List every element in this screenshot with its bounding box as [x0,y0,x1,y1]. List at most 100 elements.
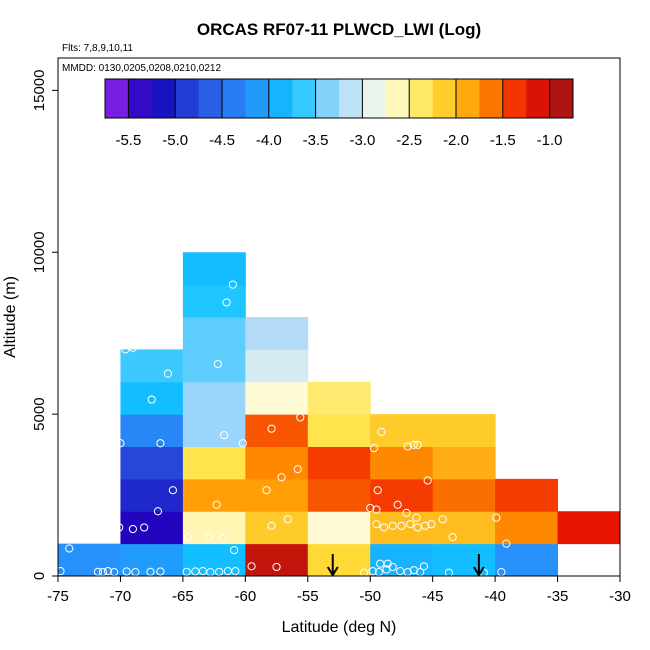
sample-point [373,486,382,495]
sample-point [93,567,103,576]
y-tick-label: 5000 [31,397,48,430]
sample-point [228,280,237,289]
x-tick-label: -60 [234,588,256,605]
sample-point [156,439,165,448]
dates-annotation: MMDD: 0130,0205,0208,0210,0212 [62,63,221,74]
colorbar-swatch [362,79,387,118]
sample-point [222,298,231,307]
heatmap-cell [495,543,559,577]
y-tick-label: 10000 [31,231,48,273]
sample-point [412,513,421,522]
sample-point [205,533,214,542]
heatmap-cell [557,511,621,545]
heatmap-cell [120,414,184,447]
colorbar-swatch [432,79,457,118]
colorbar-swatch [339,79,363,118]
sample-point [247,562,256,571]
sample-point [403,442,412,451]
sample-point [229,546,239,555]
sample-point [368,567,377,576]
colorbar-swatch [456,79,480,118]
sample-point [267,521,276,530]
colorbar-swatch [315,79,340,118]
colorbar-tick-label: -1.0 [537,132,563,149]
colorbar-swatch [292,79,316,118]
colorbar-swatch [198,79,223,118]
sample-point [146,567,155,576]
colorbar-swatch [385,79,410,118]
arrow-down-marker [473,554,485,577]
sample-point [115,523,124,532]
heatmap-cell [182,414,246,447]
x-tick-label: -45 [422,588,444,605]
sample-point [262,486,271,495]
sample-point [377,427,386,437]
heatmap-cell [182,446,246,480]
sample-point [168,486,177,495]
sample-point [293,465,302,474]
x-tick-label: -35 [547,588,569,605]
heatmap-cell [245,478,309,512]
sample-point [128,343,138,352]
heatmap-cell [495,511,559,545]
heatmap-cell [120,511,184,545]
colorbar-swatch [268,79,293,118]
sample-point [492,513,501,522]
sample-point [231,567,240,576]
sample-point [369,444,379,453]
sample-point [122,567,131,576]
sample-point [153,507,163,516]
arrow-down-marker [326,554,339,577]
colorbar: -5.5 -5.0 -4.5 -4.0 -3.5 -3.0 -2.5 -2.0 -1.5 -1.0 [104,78,574,149]
heatmap-cell [120,543,184,577]
sample-point [215,567,224,576]
heatmap-cell [120,381,184,415]
x-tick-label: -30 [609,588,631,605]
heatmap-cell [307,446,371,480]
heatmap-cell [120,349,184,383]
heatmap-cell [432,414,496,447]
x-tick-label: -55 [297,588,319,605]
heatmap-cell [182,317,246,350]
sample-point [406,520,415,529]
x-axis: -75 -70 -65 -60 -55 -50 -45 -40 -35 -30 [47,576,631,605]
heatmap-cell [307,414,371,447]
sample-point [502,539,511,548]
heatmap-cell [182,381,246,415]
sample-point [413,440,422,449]
y-tick-label: 15000 [31,70,48,112]
heatmap-cell [432,543,496,577]
heatmap-cell [370,478,434,512]
sample-point [423,476,432,485]
plot-frame [57,57,621,577]
sample-point [156,567,165,576]
heatmap-cell [120,446,184,480]
sample-point [372,520,381,529]
sample-point [421,521,430,530]
y-axis: 0 5000 10000 15000 [31,70,58,580]
heatmap-cell [432,478,496,512]
sample-point [366,503,375,513]
sample-point [383,559,392,568]
x-tick-label: -70 [110,588,132,605]
heatmap-cell [495,478,559,512]
colorbar-frame [104,78,574,119]
heatmap-cell [245,511,309,545]
sample-point [388,521,397,530]
heatmap-cells [58,252,621,577]
sample-point [238,439,247,448]
flights-annotation: Flts: 7,8,9,10,11 [62,43,133,54]
sample-point [163,369,173,378]
sample-point [103,567,113,576]
sample-point [397,521,406,530]
heatmap-cell [307,543,371,577]
colorbar-tick-label: -5.5 [115,132,141,149]
sample-point [419,562,429,571]
colorbar-swatch [151,79,176,118]
colorbar-swatch [526,79,550,118]
heatmap-cell [307,381,371,415]
sample-point [212,500,221,509]
sample-point [438,515,447,524]
heatmap-cell [432,511,496,545]
